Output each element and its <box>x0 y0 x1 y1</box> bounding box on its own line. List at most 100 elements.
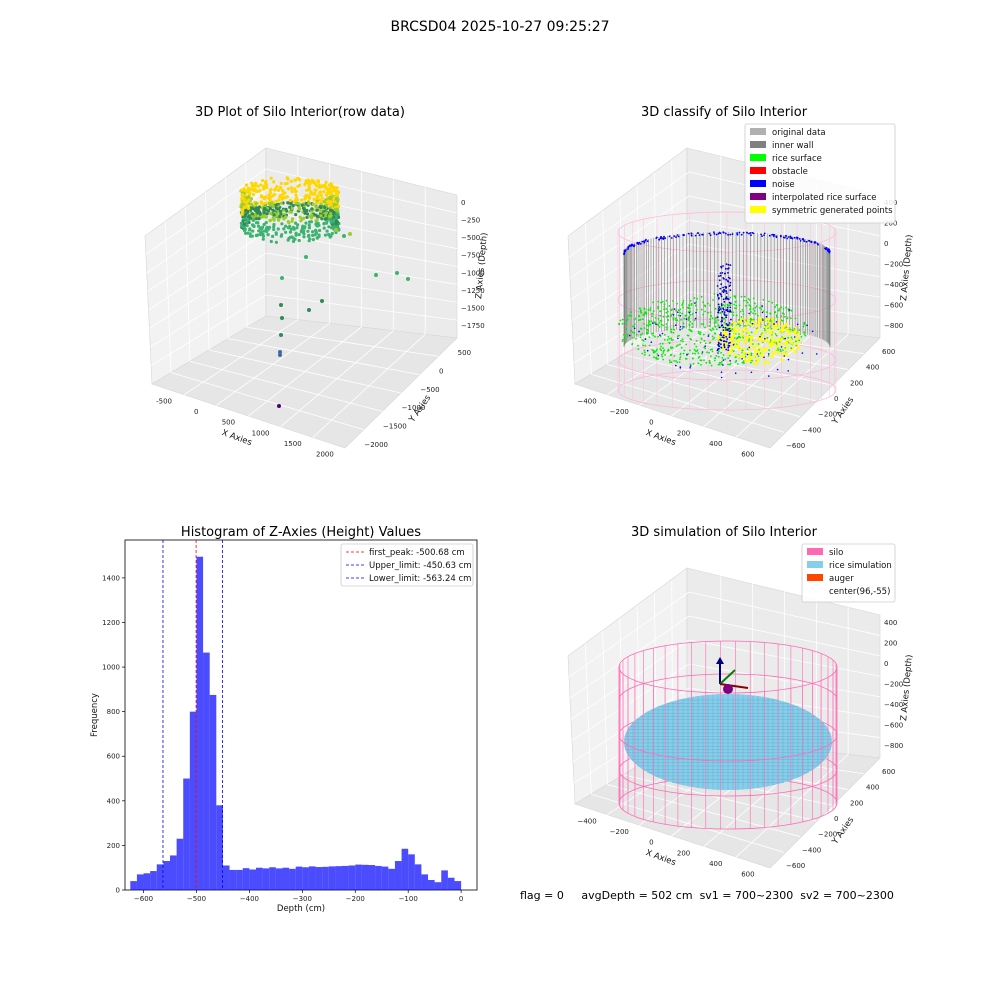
symmetric-point <box>742 356 746 359</box>
legend-swatch <box>807 574 823 581</box>
rice-surface-point <box>804 334 807 337</box>
x-tick-label: −600 <box>134 895 153 903</box>
rice-surface-point <box>672 318 675 321</box>
raw-point <box>316 180 321 184</box>
rice-surface-point <box>750 361 752 364</box>
y-tick-label: −2000 <box>364 441 388 449</box>
symmetric-point <box>757 337 760 340</box>
raw-point <box>258 233 263 237</box>
grid-line <box>208 349 402 394</box>
z-tick-label: 200 <box>884 220 897 228</box>
noise-point <box>787 358 790 361</box>
rice-surface-point <box>709 304 711 307</box>
noise-point <box>728 301 731 304</box>
noise-point <box>694 317 697 320</box>
grid-line <box>265 294 458 321</box>
rice-surface-point <box>654 357 657 359</box>
noise-point <box>808 240 811 242</box>
symmetric-point <box>739 347 743 350</box>
grid-line <box>602 630 608 785</box>
x-tick-label: −400 <box>577 397 596 405</box>
symmetric-point <box>724 342 728 345</box>
legend-label: original data <box>772 128 826 138</box>
rice-surface-point <box>739 324 742 327</box>
noise-point <box>720 343 722 346</box>
rice-surface-point <box>748 340 750 342</box>
noise-point <box>721 336 724 339</box>
symmetric-point <box>726 334 730 338</box>
raw-point <box>290 189 294 193</box>
raw-point <box>284 224 288 228</box>
rice-surface-point <box>643 353 646 356</box>
raw-point <box>327 188 331 192</box>
raw-point <box>264 221 268 225</box>
raw-point <box>270 194 275 198</box>
noise-point <box>784 337 786 340</box>
rice-surface-point <box>676 335 679 338</box>
noise-point <box>720 283 723 286</box>
noise-point <box>637 243 640 246</box>
raw-point <box>277 217 281 221</box>
noise-point <box>775 321 778 323</box>
histogram-bar <box>256 867 263 890</box>
noise-point <box>718 326 721 329</box>
raw-point <box>314 222 318 226</box>
noise-point <box>789 235 792 238</box>
histogram-bar <box>394 861 402 890</box>
symmetric-point <box>749 356 752 359</box>
legend-label: noise <box>772 180 795 190</box>
noise-point <box>725 348 728 351</box>
symmetric-point <box>732 330 736 333</box>
noise-point <box>763 234 765 237</box>
x-tick-label: 200 <box>677 429 690 437</box>
noise-point <box>722 298 725 301</box>
rice-surface-point <box>710 314 712 317</box>
raw-point <box>294 189 298 193</box>
noise-point <box>728 332 731 335</box>
histogram-bar <box>222 865 230 890</box>
noise-point <box>722 359 725 361</box>
symmetric-point <box>751 336 754 340</box>
raw-point <box>275 203 279 207</box>
rice-surface-point <box>803 331 806 334</box>
raw-point <box>258 188 262 192</box>
symmetric-point <box>766 325 769 328</box>
legend-label: obstacle <box>772 167 808 177</box>
rice-surface-point <box>703 346 706 349</box>
raw-point <box>253 187 257 191</box>
histogram-bar <box>262 868 270 890</box>
rice-surface-point <box>756 314 759 317</box>
rice-surface-point <box>670 314 673 317</box>
x-tick-label: −100 <box>399 895 418 903</box>
noise-point <box>675 364 677 367</box>
raw-point <box>332 218 336 222</box>
rice-surface-point <box>624 337 627 339</box>
noise-point <box>738 231 741 234</box>
rice-surface-point <box>665 299 668 302</box>
rice-surface-point <box>709 311 712 314</box>
raw-point <box>286 220 290 224</box>
symmetric-point <box>755 323 759 327</box>
rice-surface-point <box>682 322 685 325</box>
rice-surface-point <box>729 296 732 299</box>
noise-point <box>655 323 657 326</box>
noise-point <box>748 312 750 315</box>
rice-surface-point <box>746 348 749 351</box>
rice-surface-point <box>666 339 669 341</box>
raw-point <box>275 185 279 189</box>
rice-surface-point <box>752 297 755 300</box>
rice-surface-point <box>695 301 698 303</box>
noise-point <box>727 276 730 279</box>
noise-point <box>722 290 724 292</box>
noise-point <box>659 334 661 336</box>
rice-surface-point <box>645 324 648 327</box>
raw-point <box>294 213 298 217</box>
symmetric-point <box>761 333 764 336</box>
symmetric-point <box>777 330 781 334</box>
grid-line <box>569 195 690 279</box>
rice-surface-point <box>707 311 709 314</box>
rice-surface-point <box>675 319 677 322</box>
noise-point <box>767 353 770 355</box>
noise-point <box>720 324 723 327</box>
sim-tick-labels: −400−20002004006006004002000−200−400−600… <box>577 619 903 879</box>
